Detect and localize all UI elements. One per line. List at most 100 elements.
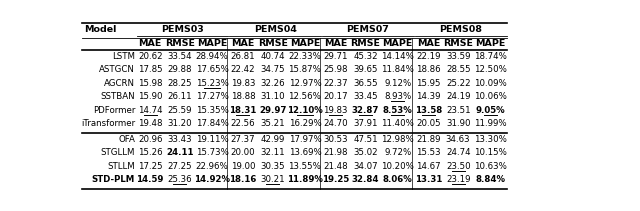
Text: STLLM: STLLM xyxy=(108,162,135,171)
Text: 32.84: 32.84 xyxy=(352,175,379,184)
Text: 13.30%: 13.30% xyxy=(474,135,507,144)
Text: 33.45: 33.45 xyxy=(353,92,378,101)
Text: 19.83: 19.83 xyxy=(230,79,255,88)
Text: 33.54: 33.54 xyxy=(168,52,192,61)
Text: 45.32: 45.32 xyxy=(353,52,378,61)
Text: 19.25: 19.25 xyxy=(322,175,349,184)
Text: 33.59: 33.59 xyxy=(446,52,470,61)
Text: 27.25: 27.25 xyxy=(168,162,192,171)
Text: 10.63%: 10.63% xyxy=(474,162,507,171)
Text: 32.11: 32.11 xyxy=(260,148,285,157)
Text: 18.74%: 18.74% xyxy=(474,52,507,61)
Text: 29.88: 29.88 xyxy=(168,65,192,74)
Text: RMSE: RMSE xyxy=(258,38,288,47)
Text: 17.85: 17.85 xyxy=(138,65,163,74)
Text: 24.11: 24.11 xyxy=(166,148,194,157)
Text: MAE: MAE xyxy=(324,38,348,47)
Text: PEMS07: PEMS07 xyxy=(346,25,389,34)
Text: 12.50%: 12.50% xyxy=(474,65,507,74)
Text: 29.71: 29.71 xyxy=(323,52,348,61)
Text: 36.55: 36.55 xyxy=(353,79,378,88)
Text: 42.99: 42.99 xyxy=(260,135,285,144)
Text: 23.50: 23.50 xyxy=(446,162,470,171)
Text: 20.05: 20.05 xyxy=(416,119,441,128)
Text: 13.58: 13.58 xyxy=(415,106,442,115)
Text: 24.70: 24.70 xyxy=(323,119,348,128)
Text: AGCRN: AGCRN xyxy=(104,79,135,88)
Text: 22.96%: 22.96% xyxy=(196,162,228,171)
Text: 19.83: 19.83 xyxy=(323,106,348,115)
Text: 15.53: 15.53 xyxy=(416,148,441,157)
Text: 14.67: 14.67 xyxy=(416,162,441,171)
Text: 26.11: 26.11 xyxy=(168,92,192,101)
Text: 12.97%: 12.97% xyxy=(289,79,321,88)
Text: 17.84%: 17.84% xyxy=(196,119,228,128)
Text: 9.05%: 9.05% xyxy=(476,106,505,115)
Text: 30.35: 30.35 xyxy=(260,162,285,171)
Text: 47.51: 47.51 xyxy=(353,135,378,144)
Text: LSTM: LSTM xyxy=(112,52,135,61)
Text: 34.07: 34.07 xyxy=(353,162,378,171)
Text: 27.37: 27.37 xyxy=(230,135,255,144)
Text: 14.74: 14.74 xyxy=(138,106,163,115)
Text: 15.90: 15.90 xyxy=(138,92,163,101)
Text: 15.35%: 15.35% xyxy=(196,106,228,115)
Text: 31.90: 31.90 xyxy=(446,119,470,128)
Text: 35.02: 35.02 xyxy=(353,148,378,157)
Text: 10.20%: 10.20% xyxy=(381,162,414,171)
Text: 40.74: 40.74 xyxy=(260,52,285,61)
Text: 15.98: 15.98 xyxy=(138,79,163,88)
Text: 13.55%: 13.55% xyxy=(289,162,321,171)
Text: 24.19: 24.19 xyxy=(446,92,470,101)
Text: 20.00: 20.00 xyxy=(230,148,255,157)
Text: 16.29%: 16.29% xyxy=(289,119,321,128)
Text: 14.92%: 14.92% xyxy=(194,175,230,184)
Text: RMSE: RMSE xyxy=(165,38,195,47)
Text: 20.62: 20.62 xyxy=(138,52,163,61)
Text: 8.93%: 8.93% xyxy=(384,92,412,101)
Text: 22.42: 22.42 xyxy=(230,65,255,74)
Text: iTransformer: iTransformer xyxy=(81,119,135,128)
Text: 18.88: 18.88 xyxy=(230,92,255,101)
Text: 15.87%: 15.87% xyxy=(289,65,321,74)
Text: 10.15%: 10.15% xyxy=(474,148,507,157)
Text: 20.96: 20.96 xyxy=(138,135,163,144)
Text: 35.21: 35.21 xyxy=(260,119,285,128)
Text: 21.89: 21.89 xyxy=(416,135,441,144)
Text: MAE: MAE xyxy=(417,38,440,47)
Text: 12.56%: 12.56% xyxy=(289,92,321,101)
Text: 12.98%: 12.98% xyxy=(381,135,414,144)
Text: 37.91: 37.91 xyxy=(353,119,378,128)
Text: 28.55: 28.55 xyxy=(446,65,470,74)
Text: RMSE: RMSE xyxy=(351,38,380,47)
Text: 21.48: 21.48 xyxy=(323,162,348,171)
Text: PEMS08: PEMS08 xyxy=(439,25,482,34)
Text: 10.06%: 10.06% xyxy=(474,92,507,101)
Text: 31.20: 31.20 xyxy=(168,119,192,128)
Text: 22.56: 22.56 xyxy=(230,119,255,128)
Text: 17.27%: 17.27% xyxy=(196,92,228,101)
Text: 32.26: 32.26 xyxy=(260,79,285,88)
Text: 13.69%: 13.69% xyxy=(289,148,321,157)
Text: 30.21: 30.21 xyxy=(260,175,285,184)
Text: 19.00: 19.00 xyxy=(230,162,255,171)
Text: 15.95: 15.95 xyxy=(416,79,441,88)
Text: STD-PLM: STD-PLM xyxy=(92,175,135,184)
Text: PDFormer: PDFormer xyxy=(93,106,135,115)
Text: MAE: MAE xyxy=(231,38,255,47)
Text: MAPE: MAPE xyxy=(290,38,320,47)
Text: 18.16: 18.16 xyxy=(229,175,257,184)
Text: 8.84%: 8.84% xyxy=(476,175,506,184)
Text: 39.65: 39.65 xyxy=(353,65,378,74)
Text: 8.06%: 8.06% xyxy=(383,175,413,184)
Text: 25.98: 25.98 xyxy=(323,65,348,74)
Text: 9.72%: 9.72% xyxy=(384,148,412,157)
Text: Model: Model xyxy=(84,25,116,34)
Text: 10.09%: 10.09% xyxy=(474,79,507,88)
Text: 17.65%: 17.65% xyxy=(196,65,228,74)
Text: 31.10: 31.10 xyxy=(260,92,285,101)
Text: 21.98: 21.98 xyxy=(323,148,348,157)
Text: 25.36: 25.36 xyxy=(168,175,192,184)
Text: 26.81: 26.81 xyxy=(230,52,255,61)
Text: 13.31: 13.31 xyxy=(415,175,442,184)
